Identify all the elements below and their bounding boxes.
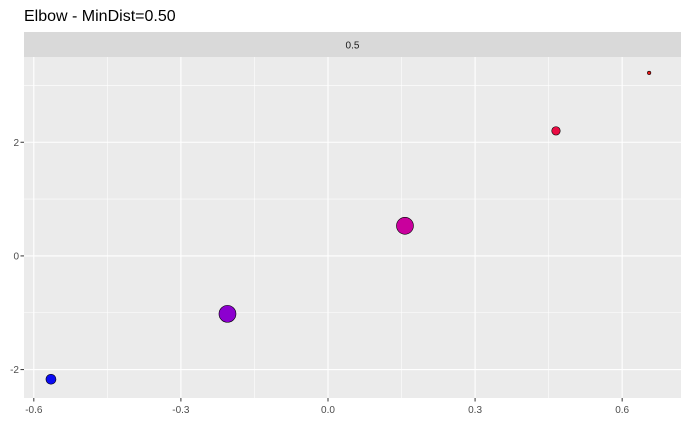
- x-axis-tick-labels: -0.6 -0.3 0.0 0.3 0.6: [25, 405, 629, 416]
- facet-strip: [24, 32, 681, 57]
- y-axis-tick-label: 0: [13, 251, 19, 262]
- major-gridlines: [24, 57, 681, 398]
- data-point: [396, 216, 414, 235]
- data-point: [45, 373, 57, 385]
- plot-panel: [24, 57, 681, 398]
- y-axis-tick-label: 2: [13, 138, 19, 149]
- axis-ticks: [20, 141, 623, 402]
- y-axis-tick-labels: -2 0 2: [10, 138, 19, 376]
- x-axis-tick-label: -0.3: [172, 405, 190, 416]
- data-point: [551, 126, 561, 136]
- y-axis-tick-label: -2: [10, 365, 19, 376]
- facet-strip-label: 0.5: [346, 41, 360, 52]
- x-axis-tick-label: -0.6: [25, 405, 43, 416]
- data-point: [647, 70, 652, 75]
- data-point: [218, 305, 237, 323]
- chart-title: Elbow - MinDist=0.50: [24, 8, 176, 25]
- x-axis-tick-label: 0.6: [615, 405, 629, 416]
- data-points: [45, 70, 652, 385]
- x-axis-tick-label: 0.0: [321, 405, 335, 416]
- x-axis-tick-label: 0.3: [468, 405, 482, 416]
